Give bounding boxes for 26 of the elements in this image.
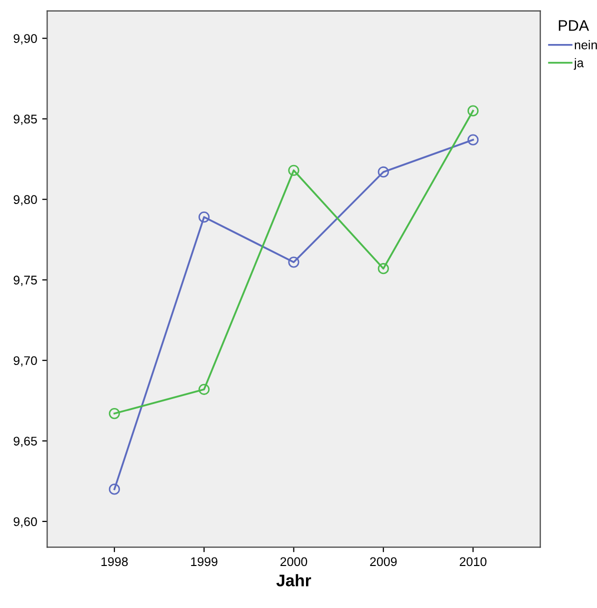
x-axis-title: Jahr [276, 574, 312, 586]
y-tick-label: 9,70 [14, 356, 37, 367]
x-tick-label: 1998 [101, 557, 128, 566]
point [378, 263, 389, 274]
y-tick-label: 9,60 [14, 517, 37, 528]
y-tick-label: 9,85 [14, 114, 37, 125]
point [378, 166, 389, 178]
point [198, 384, 210, 395]
y-tick-label: 9,65 [14, 436, 37, 448]
point [467, 134, 479, 146]
point [108, 484, 120, 495]
y-tick-label: 9,90 [14, 34, 37, 44]
x-tick-label: 1999 [191, 557, 218, 566]
x-tick-label: 2010 [460, 557, 486, 566]
legend-title: PDA [558, 20, 590, 31]
point [288, 256, 300, 268]
point [288, 164, 300, 176]
x-tick-label: 2009 [370, 557, 397, 566]
point [108, 408, 120, 420]
point [467, 105, 479, 116]
y-tick-label: 9,75 [14, 276, 37, 286]
legend-label: nein [574, 40, 597, 50]
x-tick-label: 2000 [280, 557, 308, 566]
legend-label: ja [574, 58, 584, 70]
y-tick-label: 9,80 [14, 195, 37, 206]
point [198, 212, 210, 223]
